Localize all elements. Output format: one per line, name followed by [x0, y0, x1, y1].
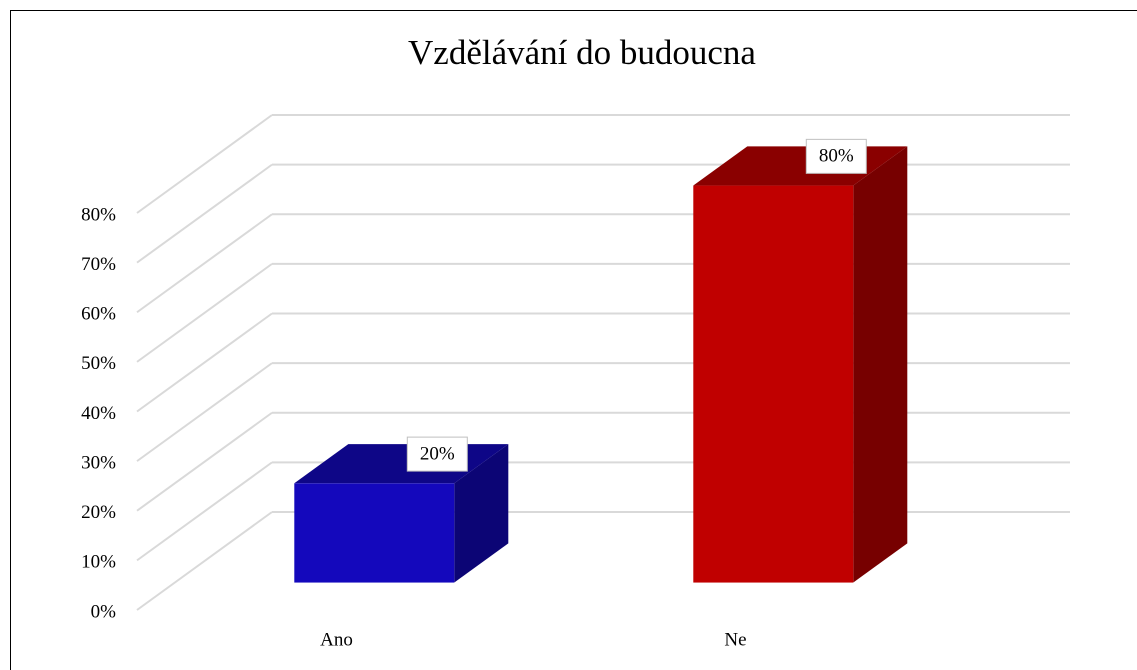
y-tick-label: 30%: [81, 452, 116, 473]
bar-side: [853, 146, 908, 583]
bar-side: [454, 444, 509, 583]
x-tick-label: Ne: [724, 629, 746, 650]
grid-line: [136, 213, 273, 314]
grid-line: [136, 263, 273, 363]
y-tick-label: 70%: [81, 254, 116, 275]
y-tick-label: 50%: [81, 353, 116, 374]
bar: [693, 185, 854, 583]
data-label: 20%: [420, 443, 455, 464]
chart-title: Vzdělávání do budoucna: [408, 33, 756, 72]
grid-line: [136, 411, 273, 512]
y-tick-label: 0%: [91, 601, 117, 622]
y-tick-label: 40%: [81, 403, 116, 424]
grid-line: [136, 461, 273, 562]
y-tick-label: 20%: [81, 502, 116, 523]
grid-line: [136, 511, 273, 611]
grid-line: [136, 362, 273, 462]
bar: [294, 483, 455, 583]
y-tick-label: 80%: [81, 204, 116, 225]
data-label-box: [406, 436, 468, 472]
y-tick-label: 60%: [81, 304, 116, 325]
chart-border: [10, 10, 1137, 670]
grid-line: [136, 114, 273, 214]
grid-line: [136, 163, 273, 264]
data-label-box: [805, 138, 867, 174]
data-label: 80%: [819, 146, 854, 167]
grid-line: [136, 312, 273, 413]
x-tick-label: Ano: [320, 629, 353, 650]
y-tick-label: 10%: [81, 552, 116, 573]
